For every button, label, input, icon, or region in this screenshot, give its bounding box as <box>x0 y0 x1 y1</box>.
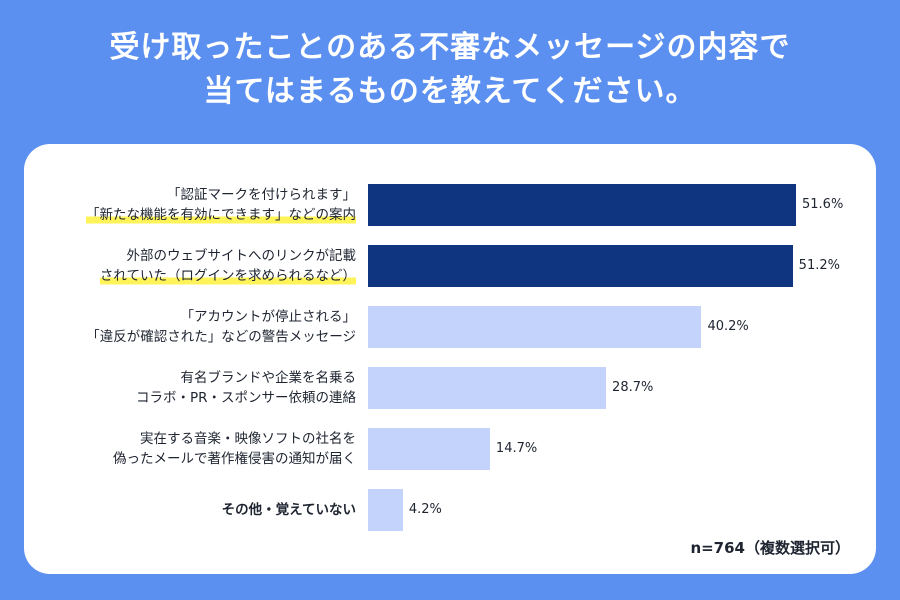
value-label: 14.7% <box>495 441 538 456</box>
chart-title: 受け取ったことのある不審なメッセージの内容で 当てはまるものを教えてください。 <box>0 26 900 114</box>
category-label: 実在する音楽・映像ソフトの社名を偽ったメールで著作権侵害の通知が届く <box>113 429 356 469</box>
category-label-line: 実在する音楽・映像ソフトの社名を <box>140 431 356 447</box>
bar <box>368 245 793 287</box>
bar <box>368 428 490 470</box>
title-line-1: 受け取ったことのある不審なメッセージの内容で <box>109 30 791 65</box>
value-label: 28.7% <box>612 380 654 395</box>
bar <box>368 489 403 531</box>
category-label-line: されていた（ログインを求められるなど） <box>99 266 356 286</box>
bar <box>368 367 607 409</box>
chart-card: n=764（複数選択可） 「認証マークを付けられます」「新たな機能を有効にできま… <box>24 144 876 574</box>
category-label: その他・覚えていない <box>222 500 356 520</box>
value-label: 51.2% <box>798 258 840 273</box>
category-label-line: 外部のウェブサイトへのリンクが記載 <box>126 248 357 264</box>
category-label-line: 偽ったメールで著作権侵害の通知が届く <box>113 451 356 467</box>
category-label: 外部のウェブサイトへのリンクが記載されていた（ログインを求められるなど） <box>99 246 357 286</box>
category-label-line: 「認証マークを付けられます」 <box>167 187 356 203</box>
sample-size-note: n=764（複数選択可） <box>690 539 850 557</box>
category-label: 有名ブランドや企業を名乗るコラボ・PR・スポンサー依頼の連絡 <box>136 368 356 408</box>
value-label: 51.6% <box>802 197 844 212</box>
category-label-line: コラボ・PR・スポンサー依頼の連絡 <box>135 390 356 406</box>
category-label-line: 「新たな機能を有効にできます」などの案内 <box>86 205 356 225</box>
category-label: 「アカウントが停止される」「違反が確認された」などの警告メッセージ <box>86 307 356 347</box>
bar <box>368 306 702 348</box>
category-label-line: 「違反が確認された」などの警告メッセージ <box>86 329 356 345</box>
category-label-line: 有名ブランドや企業を名乗る <box>180 370 357 386</box>
category-label-line: その他・覚えていない <box>221 502 356 518</box>
value-label: 40.2% <box>707 319 749 334</box>
value-label: 4.2% <box>408 502 442 517</box>
category-label: 「認証マークを付けられます」「新たな機能を有効にできます」などの案内 <box>86 185 356 225</box>
title-line-2: 当てはまるものを教えてください。 <box>203 74 697 109</box>
bar <box>368 184 796 226</box>
category-label-line: 「アカウントが停止される」 <box>180 309 357 325</box>
